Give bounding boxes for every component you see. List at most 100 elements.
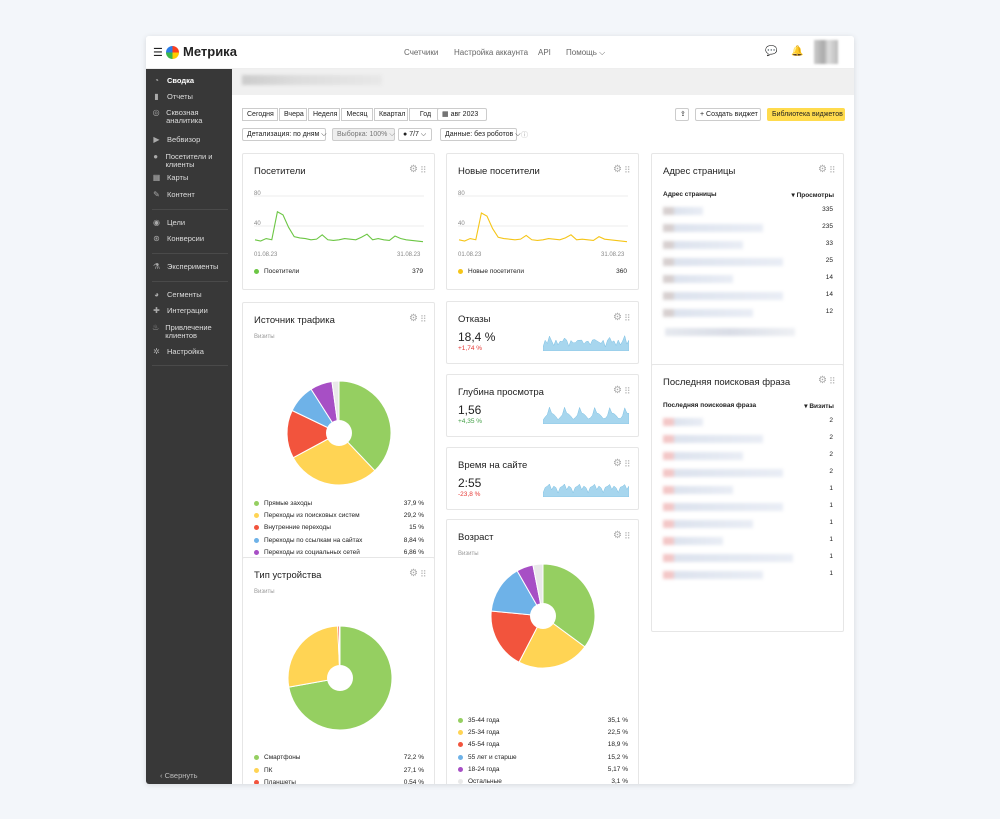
legend-dot: [458, 754, 463, 760]
table-row[interactable]: 2: [652, 451, 845, 465]
table-row[interactable]: 1: [652, 519, 845, 533]
period-button-0[interactable]: Сегодня: [242, 108, 278, 121]
sidebar-item-5[interactable]: ▦ Карты: [152, 174, 230, 183]
drag-handle-icon[interactable]: ⠿: [624, 165, 631, 175]
sidebar-item-label: Эксперименты: [167, 262, 219, 271]
gear-icon[interactable]: ⚙: [613, 458, 622, 469]
menu-icon[interactable]: ☰: [153, 47, 163, 59]
table-row[interactable]: 1: [652, 553, 845, 567]
robots-select[interactable]: Данные: без роботов ⌵: [440, 128, 521, 141]
sidebar-item-2[interactable]: ◎ Сквозная аналитика: [152, 109, 230, 125]
gear-icon[interactable]: ⚙: [409, 164, 418, 175]
sidebar-item-7[interactable]: ◉ Цели: [152, 219, 230, 228]
sidebar-item-8[interactable]: ⊛ Конверсии: [152, 235, 230, 244]
row-value: 25: [825, 257, 833, 264]
nav-api[interactable]: API: [538, 48, 551, 57]
chevron-down-icon: ⌵: [599, 48, 606, 57]
sidebar-item-4[interactable]: ● Посетители и клиенты: [152, 153, 230, 169]
drag-handle-icon[interactable]: ⠿: [829, 376, 836, 386]
table-row[interactable]: 33: [652, 240, 845, 254]
gear-icon[interactable]: ⚙: [409, 568, 418, 579]
table-row[interactable]: 2: [652, 417, 845, 431]
widget-title: Новые посетители: [458, 166, 540, 177]
gear-icon[interactable]: ⚙: [613, 530, 622, 541]
sidebar-item-1[interactable]: ▮ Отчеты: [152, 93, 230, 102]
y-tick: 80: [254, 191, 261, 197]
sidebar-item-12[interactable]: ♨ Привлечение клиентов: [152, 324, 230, 340]
drag-handle-icon[interactable]: ⠿: [624, 459, 631, 469]
x-tick: 01.08.23: [458, 252, 482, 258]
period-button-5[interactable]: Год: [409, 108, 442, 121]
sidebar-divider: [152, 209, 228, 210]
nav-help[interactable]: Помощь ⌵: [566, 48, 606, 57]
map-icon: ▦: [152, 173, 161, 182]
drag-handle-icon[interactable]: ⠿: [624, 531, 631, 541]
sample-select[interactable]: Выборка: 100% ⌵: [332, 128, 395, 141]
table-row[interactable]: 1: [652, 536, 845, 550]
sidebar-item-label: Отчеты: [167, 92, 193, 101]
nav-account-settings[interactable]: Настройка аккаунта: [454, 48, 529, 57]
gear-icon[interactable]: ⚙: [613, 164, 622, 175]
table-row[interactable]: 2: [652, 468, 845, 482]
gear-icon[interactable]: ⚙: [818, 164, 827, 175]
sidebar-item-label: Сводка: [167, 76, 195, 85]
gear-icon[interactable]: ⚙: [818, 375, 827, 386]
sidebar-item-3[interactable]: ▶ Вебвизор: [152, 136, 230, 145]
sidebar-item-0[interactable]: ◔ Сводка: [152, 77, 230, 86]
avatar[interactable]: [814, 40, 838, 64]
table-row[interactable]: 1: [652, 485, 845, 499]
sidebar-item-13[interactable]: ✲ Настройка: [152, 348, 230, 357]
gear-icon[interactable]: ⚙: [613, 312, 622, 323]
legend-value: 6,86 %: [403, 548, 424, 556]
table-header-sort[interactable]: ▾ Визиты: [804, 403, 834, 410]
table-row[interactable]: 25: [652, 257, 845, 271]
period-button-4[interactable]: Квартал: [374, 108, 408, 121]
table-row[interactable]: 1: [652, 502, 845, 516]
month-picker[interactable]: ▦ авг 2023: [437, 108, 487, 121]
period-button-3[interactable]: Месяц: [341, 108, 373, 121]
period-button-1[interactable]: Вчера: [279, 108, 307, 121]
widget-library-button[interactable]: Библиотека виджетов: [767, 108, 845, 121]
pie-hole: [530, 603, 556, 629]
bell-icon[interactable]: 🔔: [791, 46, 804, 57]
sidebar-item-label: Посетители и клиенты: [165, 152, 213, 169]
table-row[interactable]: 235: [652, 223, 845, 237]
logo[interactable]: Метрика: [183, 44, 237, 59]
puzzle-icon: ✚: [153, 306, 160, 315]
table-row[interactable]: 12: [652, 308, 845, 322]
collapse-button[interactable]: ‹ Свернуть: [160, 771, 198, 780]
table-row[interactable]: 1: [652, 570, 845, 584]
export-icon[interactable]: ⇪: [675, 108, 689, 121]
sidebar-item-label: Цели: [167, 218, 186, 227]
gear-icon[interactable]: ⚙: [613, 385, 622, 396]
row-label: [663, 418, 703, 426]
sidebar-item-6[interactable]: ✎ Контент: [152, 191, 230, 200]
info-icon[interactable]: ⓘ: [521, 132, 528, 139]
sidebar-item-10[interactable]: ◕ Сегменты: [152, 291, 230, 300]
table-row[interactable]: 14: [652, 274, 845, 288]
detail-select[interactable]: Детализация: по дням ⌵: [242, 128, 327, 141]
table-row[interactable]: 2: [652, 434, 845, 448]
chat-icon[interactable]: 💬: [765, 46, 778, 57]
legend-value: 27,1 %: [403, 766, 424, 774]
sidebar-item-9[interactable]: ⚗ Эксперименты: [152, 263, 230, 272]
table-header-sort[interactable]: ▾ Просмотры: [791, 192, 834, 199]
gear-icon[interactable]: ⚙: [409, 313, 418, 324]
drag-handle-icon[interactable]: ⠿: [624, 313, 631, 323]
drag-handle-icon[interactable]: ⠿: [420, 569, 427, 579]
drag-handle-icon[interactable]: ⠿: [829, 165, 836, 175]
sidebar-item-11[interactable]: ✚ Интеграции: [152, 307, 230, 316]
attribution-select[interactable]: ● 7/7 ⌵: [398, 128, 432, 141]
drag-handle-icon[interactable]: ⠿: [420, 314, 427, 324]
nav-counters[interactable]: Счетчики: [404, 48, 439, 57]
table-row[interactable]: 335: [652, 206, 845, 220]
fire-icon: ♨: [152, 323, 160, 332]
period-button-2[interactable]: Неделя: [308, 108, 340, 121]
create-widget-button[interactable]: + Создать виджет: [695, 108, 761, 121]
table-row[interactable]: 14: [652, 291, 845, 305]
legend-item: Новые посетители: [458, 268, 524, 275]
drag-handle-icon[interactable]: ⠿: [420, 165, 427, 175]
row-value: 2: [829, 468, 833, 475]
legend-dot: [254, 537, 259, 543]
drag-handle-icon[interactable]: ⠿: [624, 386, 631, 396]
